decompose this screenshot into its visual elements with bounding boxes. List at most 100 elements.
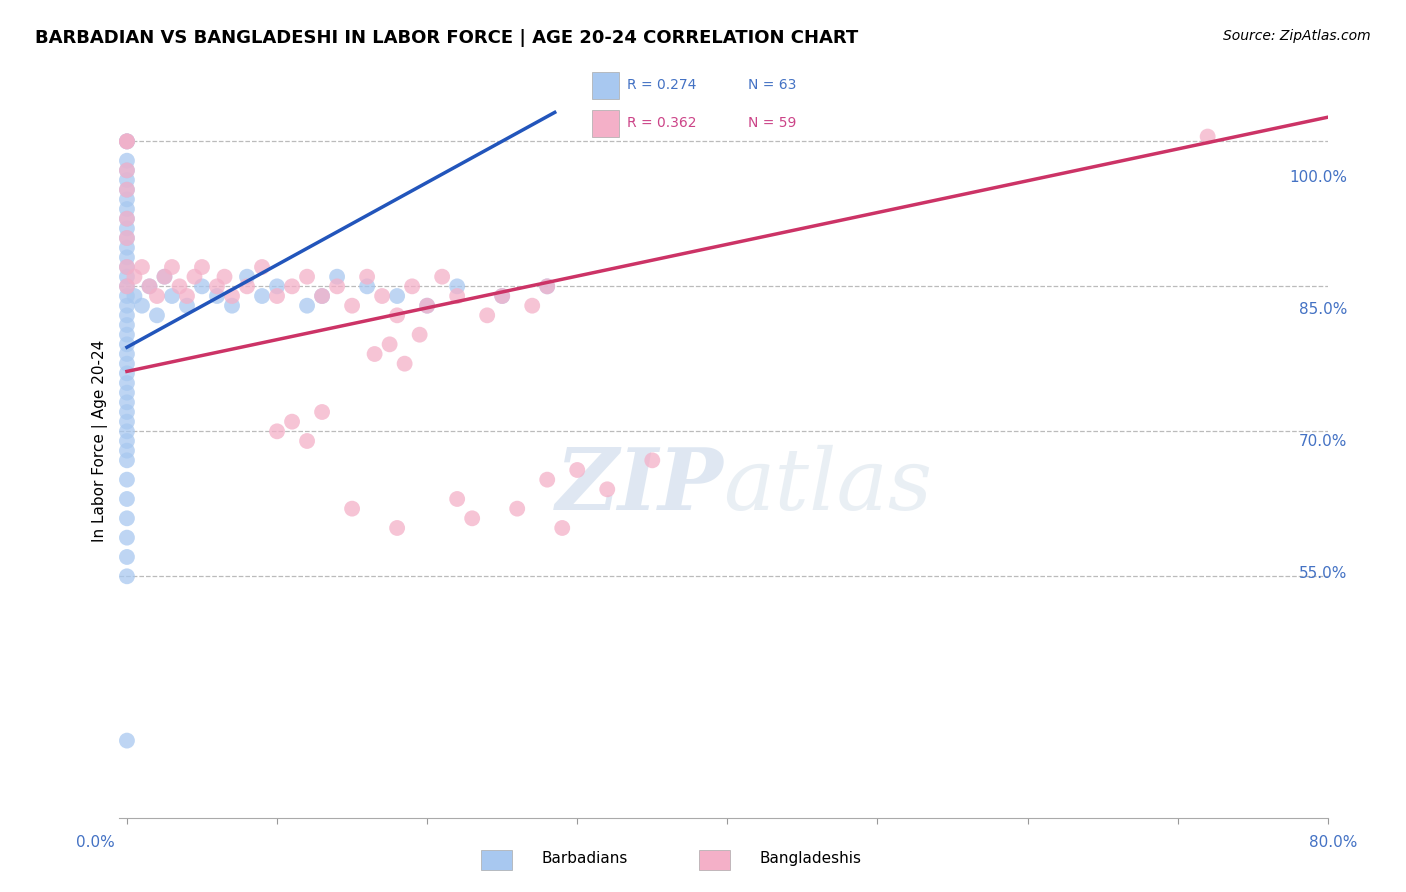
Point [160,289,183,303]
Point [115,434,138,448]
Text: Source: ZipAtlas.com: Source: ZipAtlas.com [1223,29,1371,43]
Point [153,269,176,284]
Point [461,511,484,525]
Point [311,289,333,303]
Point [115,231,138,245]
Point [115,163,138,178]
Point [205,289,228,303]
Point [131,299,153,313]
Point [446,279,468,293]
Point [536,279,558,293]
Point [378,337,401,351]
Point [446,491,468,506]
Point [430,269,453,284]
Point [536,279,558,293]
Text: ZIP: ZIP [555,444,724,528]
Point [115,260,138,274]
Point [363,347,385,361]
Point [138,279,160,293]
Point [115,491,138,506]
Point [536,473,558,487]
Point [115,134,138,148]
Point [506,501,529,516]
Point [115,385,138,400]
Point [115,425,138,439]
Point [115,231,138,245]
Point [115,367,138,381]
Point [115,337,138,351]
Point [385,289,408,303]
Point [356,279,378,293]
Point [115,357,138,371]
Point [214,269,236,284]
Point [115,309,138,323]
Point [115,193,138,207]
Point [311,289,333,303]
Point [124,289,146,303]
Point [138,279,160,293]
Point [250,260,273,274]
Point [115,211,138,226]
Point [567,463,589,477]
Point [115,531,138,545]
Point [115,569,138,583]
Point [115,318,138,332]
Text: R = 0.274: R = 0.274 [627,78,697,92]
Point [522,299,544,313]
Point [115,183,138,197]
Point [191,260,214,274]
Point [115,134,138,148]
Point [131,260,153,274]
Point [115,269,138,284]
FancyBboxPatch shape [699,850,730,870]
Point [115,260,138,274]
Point [266,425,288,439]
Point [236,269,259,284]
FancyBboxPatch shape [481,850,512,870]
Point [326,269,349,284]
Point [115,327,138,342]
Point [250,289,273,303]
Point [385,309,408,323]
Point [401,279,423,293]
Point [115,511,138,525]
Point [446,289,468,303]
FancyBboxPatch shape [592,110,619,137]
Point [371,289,394,303]
Point [115,405,138,419]
Point [596,483,619,497]
Point [176,299,198,313]
Point [146,289,169,303]
Point [153,269,176,284]
Point [115,251,138,265]
Point [295,299,318,313]
Point [183,269,205,284]
Point [146,309,169,323]
Point [124,269,146,284]
Point [311,405,333,419]
Point [115,415,138,429]
Point [191,279,214,293]
Point [115,549,138,564]
Point [115,221,138,235]
Point [205,279,228,293]
Point [408,327,430,342]
Point [491,289,513,303]
Text: Bangladeshis: Bangladeshis [759,851,862,865]
Point [385,521,408,535]
Point [115,453,138,467]
Point [295,434,318,448]
Point [221,289,243,303]
Text: 0.0%: 0.0% [76,836,115,850]
Point [641,453,664,467]
Text: R = 0.362: R = 0.362 [627,117,697,130]
Point [115,134,138,148]
Point [115,289,138,303]
Point [236,279,259,293]
Point [477,309,499,323]
Point [115,153,138,168]
Point [115,279,138,293]
Point [115,134,138,148]
Point [356,269,378,284]
Text: BARBADIAN VS BANGLADESHI IN LABOR FORCE | AGE 20-24 CORRELATION CHART: BARBADIAN VS BANGLADESHI IN LABOR FORCE … [35,29,859,46]
